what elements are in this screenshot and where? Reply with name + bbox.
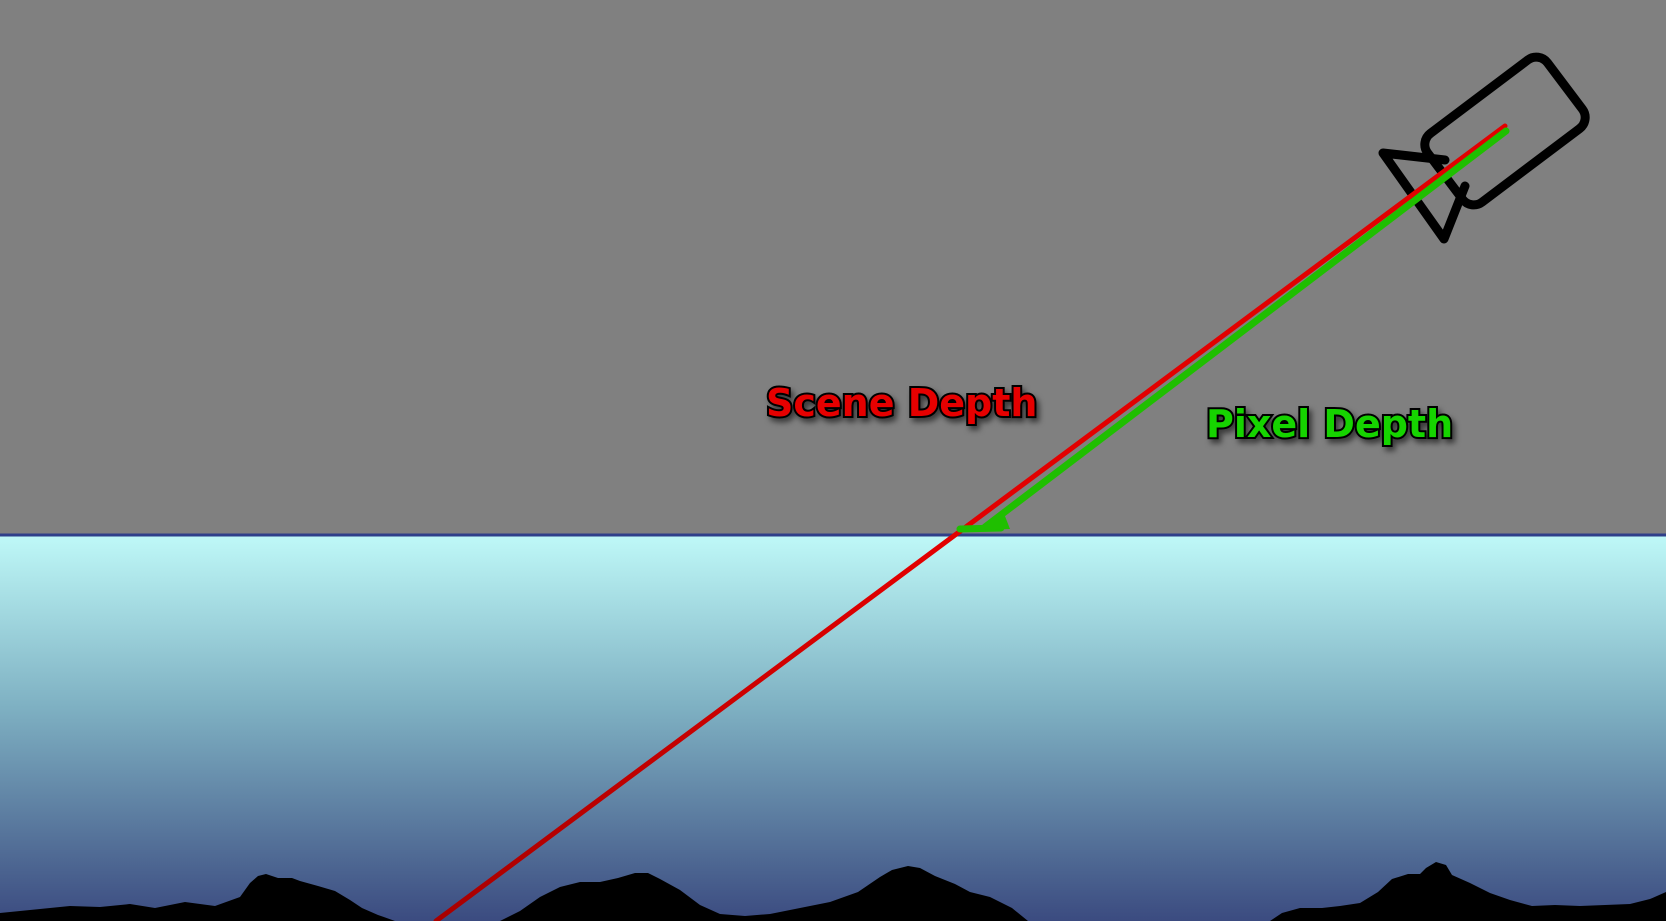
- scene-depth-label: Scene Depth: [766, 381, 1037, 425]
- sky-background: [0, 0, 1666, 536]
- pixel-depth-arrowhead: [985, 511, 1010, 530]
- pixel-depth-ray: [956, 127, 1510, 533]
- pixel-depth-label: Pixel Depth: [1206, 402, 1453, 446]
- water-body: [0, 534, 1666, 921]
- seafloor-terrain: [0, 862, 1666, 921]
- scene-depth-ray: [433, 123, 1508, 921]
